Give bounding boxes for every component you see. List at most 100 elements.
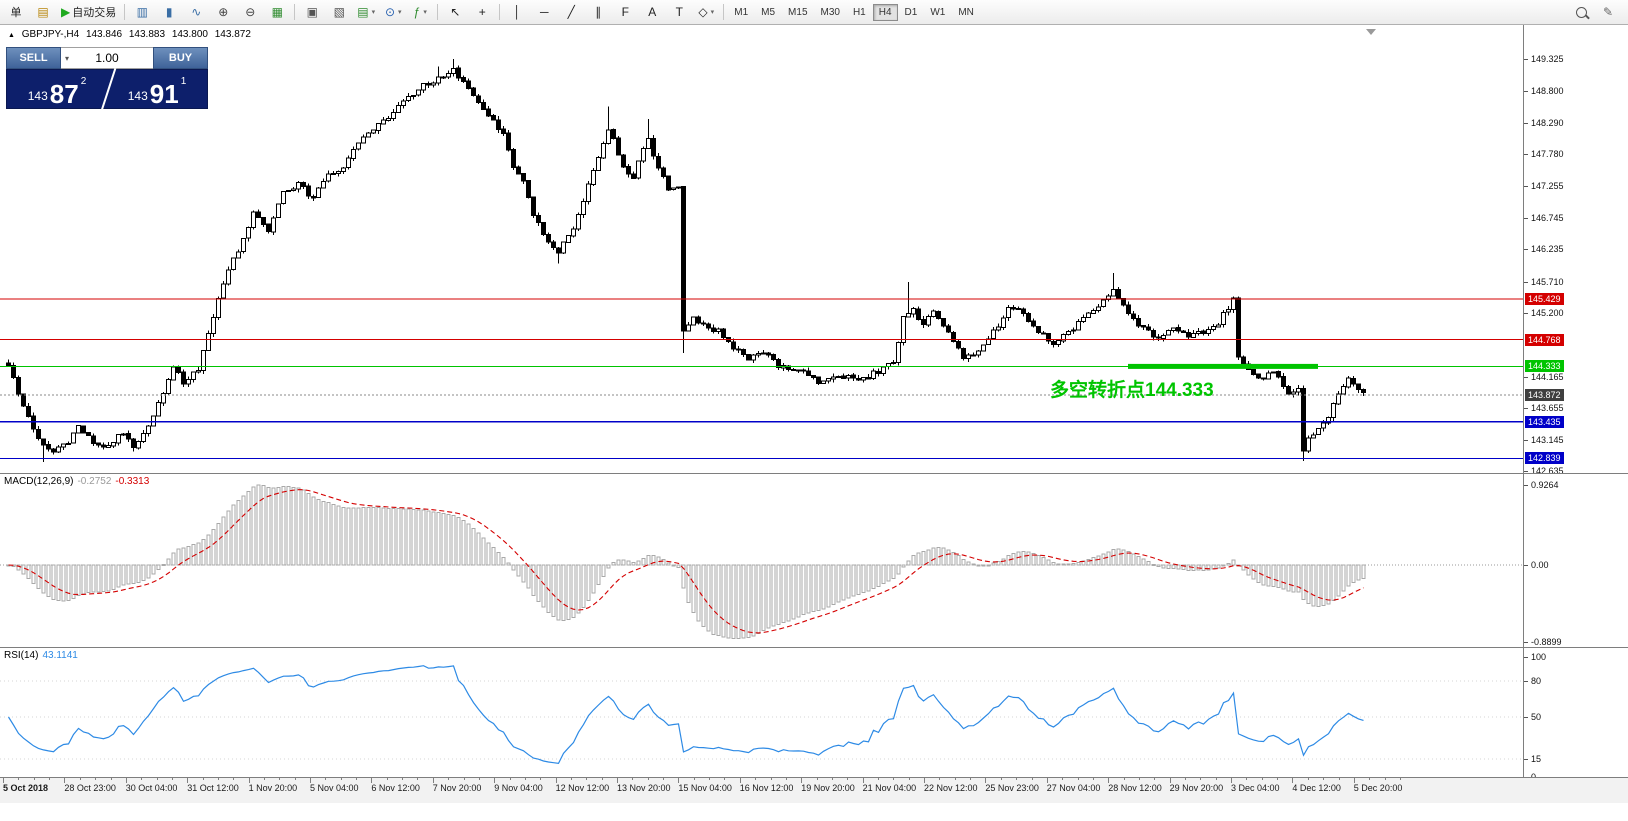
- vertical-line-icon[interactable]: │: [504, 2, 530, 22]
- profiles-icon-dropdown[interactable]: ▾: [398, 9, 402, 16]
- horizontal-line-icon[interactable]: ─: [531, 2, 557, 22]
- arrange-windows-icon[interactable]: ▧: [326, 2, 352, 22]
- macd-name: MACD(12,26,9): [4, 476, 74, 487]
- market-watch-icon[interactable]: ▤: [30, 2, 56, 22]
- crosshair-icon[interactable]: +: [469, 2, 495, 22]
- time-tick: [586, 778, 588, 780]
- fibonacci-icon[interactable]: F: [612, 2, 638, 22]
- one-click-prices: 143 87 2 143 91 1: [6, 67, 208, 115]
- axis-tickmark: [1524, 440, 1528, 441]
- sell-button[interactable]: SELL: [6, 47, 61, 69]
- cascade-windows-icon[interactable]: ▣: [299, 2, 325, 22]
- rsi-name: RSI(14): [4, 650, 39, 661]
- time-label: 30 Oct 04:00: [125, 783, 178, 793]
- toolbar-separator: [723, 4, 725, 20]
- timeframe-h4[interactable]: H4: [872, 3, 898, 21]
- timeframe-w1[interactable]: W1: [930, 6, 946, 18]
- time-axis[interactable]: 5 Oct 2018 28 Oct 23:00 30 Oct 04:00 31 Oct…: [0, 777, 1628, 803]
- profiles-icon[interactable]: ⊙ ▾: [380, 2, 406, 22]
- time-tick: [18, 778, 20, 780]
- line-chart-icon[interactable]: ∿: [183, 2, 209, 22]
- price-axis[interactable]: 149.325 148.800 148.290 147.780 147.255 146.7…: [1523, 25, 1628, 476]
- time-label: 1 Nov 20:00: [248, 783, 298, 793]
- new-chart-icon-dropdown[interactable]: ▾: [371, 9, 376, 16]
- timeframe-m5[interactable]: M5: [761, 6, 776, 18]
- trend-annotation[interactable]: 多空转折点144.333: [1050, 380, 1214, 401]
- time-label: 15 Nov 04:00: [678, 783, 732, 793]
- time-tick: [540, 778, 542, 780]
- time-label: 3 Dec 04:00: [1231, 783, 1280, 793]
- indicators-icon[interactable]: ƒ ▾: [407, 2, 433, 22]
- channel-icon[interactable]: ∥: [585, 2, 611, 22]
- search-icon[interactable]: [1568, 2, 1594, 22]
- macd-label: MACD(12,26,9) -0.2752 -0.3313: [4, 476, 153, 487]
- time-tick: [248, 778, 250, 783]
- axis-tickmark: [1524, 471, 1528, 472]
- rsi-canvas[interactable]: [0, 648, 1524, 777]
- sell-price-sup: 2: [80, 76, 87, 87]
- rsi-tick: 80: [1531, 676, 1542, 686]
- sell-price[interactable]: 143 87 2: [7, 70, 107, 108]
- timeframe-m15[interactable]: M15: [788, 6, 808, 18]
- price-chart-canvas[interactable]: [0, 25, 1524, 473]
- macd-axis[interactable]: 0.9264 0.00 -0.8899: [1523, 474, 1628, 647]
- time-tick: [939, 778, 941, 780]
- price-tick: 146.745: [1531, 213, 1564, 223]
- trendline-icon[interactable]: ╱: [558, 2, 584, 22]
- arrows-icon-dropdown[interactable]: ▾: [710, 9, 715, 16]
- rsi-axis[interactable]: 1008050150: [1523, 648, 1628, 782]
- price-badge: 143.435: [1525, 416, 1564, 428]
- timeframe-mn[interactable]: MN: [958, 6, 974, 18]
- label-icon[interactable]: T: [666, 2, 692, 22]
- axis-tickmark: [1524, 91, 1528, 92]
- symbol-info: ▲ GBPJPY-,H4 143.846 143.883 143.800 143…: [8, 29, 255, 40]
- time-tick: [95, 778, 97, 780]
- time-tick: [1016, 778, 1018, 780]
- trend-segment[interactable]: [1128, 363, 1318, 369]
- cursor-icon[interactable]: ↖: [442, 2, 468, 22]
- macd-tick: 0.00: [1531, 560, 1549, 570]
- rsi-plot[interactable]: [0, 648, 1524, 777]
- buy-price[interactable]: 143 91 1: [107, 70, 207, 108]
- rsi-tick: 100: [1531, 652, 1547, 662]
- compose-icon[interactable]: ✎: [1595, 2, 1621, 22]
- price-panel: 多空转折点144.333 149.325 148.800 148.290 147.78…: [0, 25, 1628, 476]
- chart-shift-marker[interactable]: [1366, 29, 1376, 35]
- time-tick: [1292, 778, 1294, 783]
- rsi-tick: 15: [1531, 754, 1542, 764]
- text-icon[interactable]: A: [639, 2, 665, 22]
- price-plot[interactable]: 多空转折点144.333: [0, 25, 1524, 473]
- macd-canvas[interactable]: [0, 474, 1524, 647]
- zoom-in-icon[interactable]: ⊕: [210, 2, 236, 22]
- new-order-button[interactable]: 单: [3, 2, 29, 22]
- axis-tickmark: [1524, 377, 1528, 378]
- time-tick: [33, 778, 35, 780]
- timeframe-d1[interactable]: D1: [904, 6, 918, 18]
- indicators-icon-dropdown[interactable]: ▾: [423, 9, 427, 16]
- price-tick: 148.800: [1531, 86, 1564, 96]
- axis-tickmark: [1524, 123, 1528, 124]
- zoom-out-icon[interactable]: ⊖: [237, 2, 263, 22]
- tick-direction-icon: ▲: [8, 32, 15, 39]
- buy-button[interactable]: BUY: [153, 47, 208, 69]
- axis-tickmark: [1524, 657, 1528, 658]
- macd-plot[interactable]: [0, 474, 1524, 647]
- autotrading-button[interactable]: ▶ 自动交易: [57, 2, 120, 22]
- time-tick: [187, 778, 189, 783]
- tile-windows-icon[interactable]: ▦: [264, 2, 290, 22]
- arrows-icon[interactable]: ◇ ▾: [693, 2, 719, 22]
- sell-price-prefix: 143: [27, 89, 48, 103]
- timeframe-h1[interactable]: H1: [852, 6, 866, 18]
- volume-dropdown-icon[interactable]: ▾: [65, 54, 70, 63]
- time-tick: [1353, 778, 1355, 783]
- time-label: 27 Nov 04:00: [1046, 783, 1101, 793]
- time-tick: [478, 778, 480, 780]
- bar-chart-icon[interactable]: ▥: [129, 2, 155, 22]
- new-chart-icon[interactable]: ▤ ▾: [353, 2, 379, 22]
- timeframe-m1[interactable]: M1: [734, 6, 749, 18]
- rsi-line: [7, 665, 1364, 765]
- quote-close: 143.872: [214, 29, 251, 40]
- volume-input[interactable]: ▾ 1.00: [61, 47, 153, 69]
- timeframe-m30[interactable]: M30: [820, 6, 840, 18]
- candlestick-chart-icon[interactable]: ▮: [156, 2, 182, 22]
